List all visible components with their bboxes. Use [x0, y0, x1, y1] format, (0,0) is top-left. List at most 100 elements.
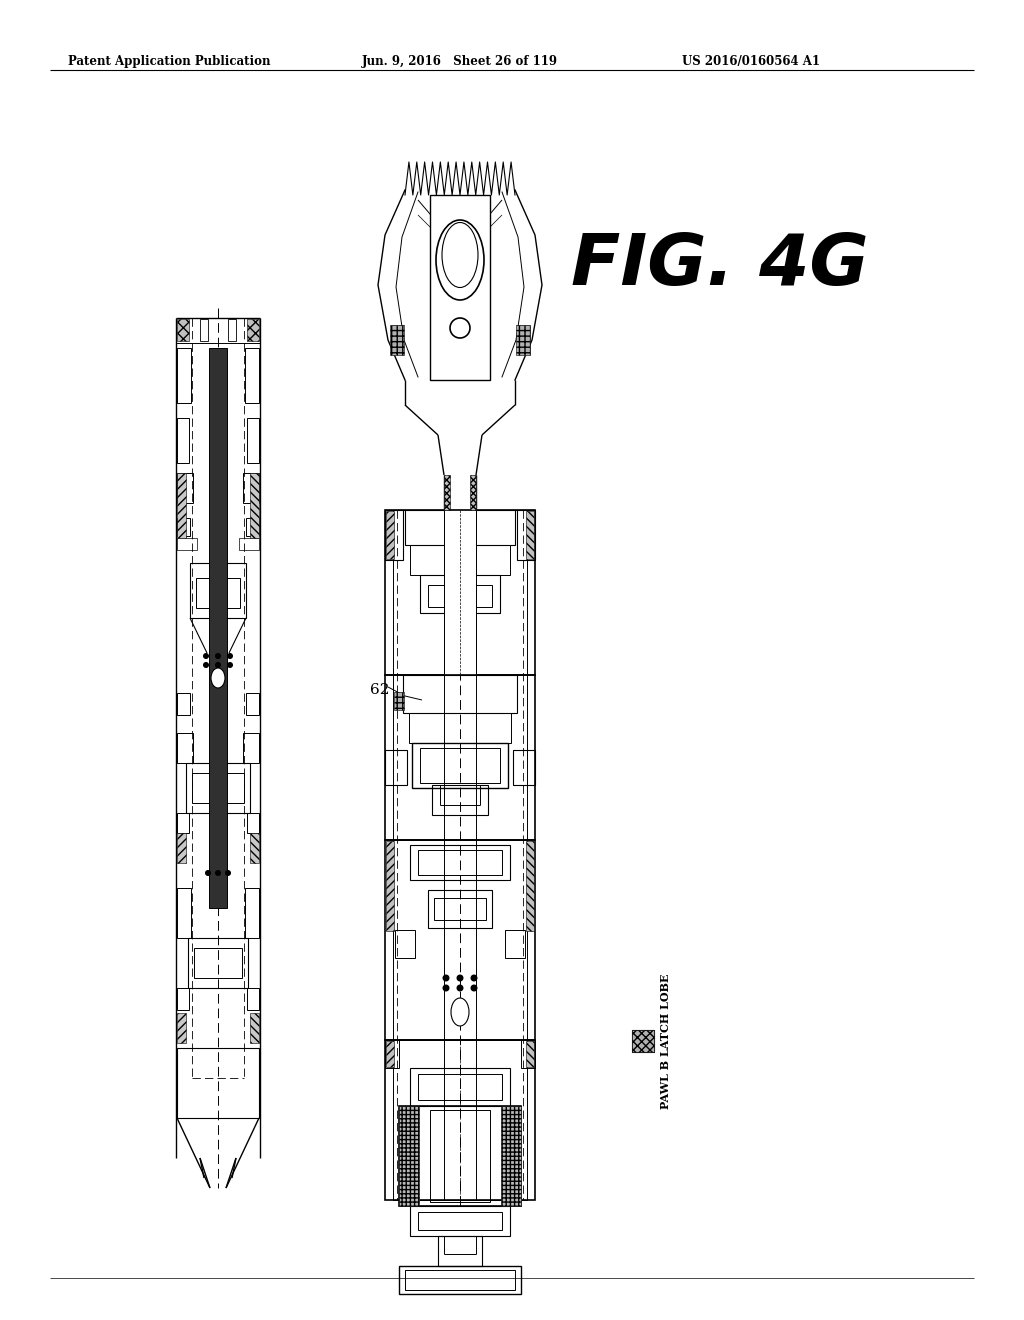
- Bar: [399, 1106, 419, 1206]
- Ellipse shape: [451, 998, 469, 1026]
- Circle shape: [204, 663, 208, 668]
- Bar: [385, 675, 535, 840]
- Bar: [188, 939, 248, 987]
- Bar: [505, 931, 525, 958]
- Text: 62: 62: [370, 682, 389, 697]
- Circle shape: [443, 975, 449, 981]
- Bar: [418, 850, 502, 875]
- Circle shape: [443, 985, 449, 991]
- Bar: [385, 840, 535, 1040]
- Bar: [444, 475, 450, 510]
- Bar: [403, 675, 517, 713]
- Bar: [632, 1030, 654, 1052]
- Bar: [190, 564, 246, 618]
- Bar: [395, 931, 415, 958]
- Bar: [386, 841, 394, 931]
- Bar: [245, 348, 259, 403]
- Bar: [385, 510, 403, 560]
- Circle shape: [216, 663, 220, 668]
- Bar: [513, 750, 535, 785]
- Bar: [632, 1030, 654, 1052]
- Bar: [420, 576, 500, 612]
- Circle shape: [457, 985, 463, 991]
- Bar: [390, 325, 404, 355]
- Circle shape: [227, 663, 232, 668]
- Bar: [196, 578, 240, 609]
- Bar: [412, 743, 508, 788]
- Circle shape: [216, 653, 220, 659]
- Bar: [406, 1270, 515, 1290]
- Bar: [410, 1068, 510, 1106]
- Bar: [386, 1041, 394, 1067]
- Bar: [430, 1110, 490, 1203]
- Circle shape: [227, 653, 232, 659]
- Bar: [393, 675, 527, 840]
- Text: FIG. 4G: FIG. 4G: [571, 231, 868, 300]
- Bar: [430, 195, 490, 380]
- Bar: [177, 888, 191, 939]
- Ellipse shape: [442, 223, 478, 288]
- Bar: [245, 888, 259, 939]
- Bar: [410, 845, 510, 880]
- Bar: [470, 475, 476, 510]
- Bar: [228, 319, 236, 341]
- Circle shape: [216, 871, 220, 875]
- Bar: [385, 510, 535, 675]
- Bar: [243, 733, 259, 763]
- Bar: [521, 1040, 535, 1068]
- Bar: [399, 1266, 521, 1294]
- Bar: [517, 510, 535, 560]
- Bar: [409, 713, 511, 743]
- Bar: [428, 585, 492, 607]
- Bar: [418, 1074, 502, 1100]
- Circle shape: [204, 653, 208, 659]
- Bar: [526, 1041, 534, 1067]
- Bar: [239, 539, 259, 550]
- Text: PAWL B LATCH LOBE: PAWL B LATCH LOBE: [660, 973, 671, 1109]
- Bar: [516, 325, 530, 355]
- Bar: [385, 1040, 399, 1068]
- Bar: [399, 1106, 521, 1206]
- Bar: [177, 833, 186, 863]
- Circle shape: [225, 871, 230, 875]
- Bar: [393, 510, 527, 675]
- Bar: [526, 511, 534, 558]
- Bar: [209, 348, 227, 908]
- Bar: [177, 813, 189, 833]
- Circle shape: [206, 871, 210, 875]
- Circle shape: [471, 975, 477, 981]
- Bar: [444, 510, 476, 675]
- Bar: [177, 1012, 186, 1043]
- Bar: [410, 1206, 510, 1236]
- Bar: [418, 1212, 502, 1230]
- Bar: [250, 833, 259, 863]
- Bar: [246, 693, 259, 715]
- Bar: [177, 473, 193, 503]
- Bar: [438, 1236, 482, 1266]
- Bar: [177, 539, 197, 550]
- Bar: [177, 1048, 259, 1118]
- Bar: [246, 517, 259, 536]
- Ellipse shape: [211, 668, 225, 688]
- Text: Jun. 9, 2016   Sheet 26 of 119: Jun. 9, 2016 Sheet 26 of 119: [362, 55, 558, 69]
- Bar: [194, 948, 242, 978]
- Bar: [177, 348, 191, 403]
- Bar: [177, 319, 189, 341]
- Bar: [428, 890, 492, 928]
- Bar: [243, 473, 259, 503]
- Text: US 2016/0160564 A1: US 2016/0160564 A1: [682, 55, 820, 69]
- Bar: [177, 418, 189, 463]
- Bar: [247, 813, 259, 833]
- Circle shape: [457, 975, 463, 981]
- Circle shape: [471, 985, 477, 991]
- Bar: [177, 693, 190, 715]
- Bar: [186, 763, 250, 813]
- Bar: [250, 473, 259, 539]
- Bar: [501, 1106, 521, 1206]
- Bar: [193, 774, 244, 803]
- Bar: [434, 898, 486, 920]
- Bar: [247, 987, 259, 1010]
- Bar: [177, 733, 193, 763]
- Bar: [393, 840, 527, 1040]
- Ellipse shape: [436, 220, 484, 300]
